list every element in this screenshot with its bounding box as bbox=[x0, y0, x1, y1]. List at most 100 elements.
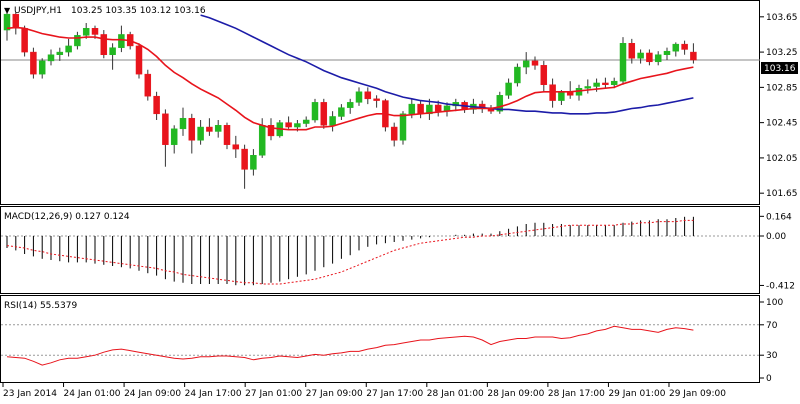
candle-body bbox=[214, 125, 222, 132]
candle-body bbox=[12, 13, 20, 29]
time-axis-label: 27 Jan 01:00 bbox=[245, 389, 302, 399]
time-axis-label: 27 Jan 17:00 bbox=[366, 389, 423, 399]
candle-body bbox=[522, 60, 530, 68]
candle-body bbox=[3, 13, 11, 31]
symbol-label: USDJPY,H1 bbox=[14, 6, 62, 16]
candle-body bbox=[399, 113, 407, 141]
candle-body bbox=[602, 82, 609, 85]
candle-body bbox=[47, 54, 55, 62]
macd-signal-line bbox=[6, 219, 694, 285]
candle-body bbox=[206, 126, 213, 132]
candle-body bbox=[38, 60, 46, 75]
rsi-pane: 100 70 30 0 bbox=[1, 298, 783, 384]
rsi-line bbox=[6, 325, 694, 366]
candle-body bbox=[74, 35, 81, 47]
time-axis-label: 24 Jan 01:00 bbox=[64, 389, 121, 399]
rsi-pane-frame bbox=[0, 295, 760, 383]
candle-body bbox=[364, 91, 372, 100]
rsi-axis-label: 30 bbox=[766, 351, 778, 361]
price-axis-label: 103.65 bbox=[766, 13, 798, 23]
macd-pane-frame bbox=[0, 206, 760, 294]
time-axis-label: 24 Jan 17:00 bbox=[185, 389, 242, 399]
time-axis-label: 23 Jan 2014 bbox=[3, 389, 57, 399]
price-pane: 103.65 103.25 102.85 102.45 102.05 101.65 bbox=[1, 10, 798, 199]
candle-body bbox=[285, 122, 292, 128]
candle-body bbox=[426, 104, 433, 115]
candle-body bbox=[531, 60, 539, 66]
candle-body bbox=[672, 43, 680, 52]
candle-body bbox=[549, 84, 556, 101]
price-axis-label: 102.45 bbox=[766, 119, 798, 129]
candle-body bbox=[654, 54, 662, 63]
price-axis-label: 102.85 bbox=[766, 83, 798, 93]
time-axis-label: 29 Jan 01:00 bbox=[608, 389, 665, 399]
candle-body bbox=[681, 43, 688, 50]
candle-body bbox=[267, 125, 275, 137]
candle-body bbox=[56, 51, 64, 55]
candle-body bbox=[346, 102, 354, 108]
candle-body bbox=[153, 95, 160, 115]
candle-body bbox=[82, 28, 90, 36]
dropdown-arrow-icon[interactable]: ▼ bbox=[4, 6, 11, 15]
candle-body bbox=[514, 66, 521, 84]
time-axis: 23 Jan 2014 24 Jan 01:00 24 Jan 09:00 24 Ja… bbox=[2, 383, 726, 399]
candle-body bbox=[65, 45, 72, 53]
candle-body bbox=[179, 117, 187, 130]
time-axis-label: 28 Jan 01:00 bbox=[427, 389, 484, 399]
rsi-axis-label: 70 bbox=[766, 321, 778, 331]
candle-body bbox=[338, 107, 345, 117]
candle-body bbox=[628, 43, 636, 59]
candle-body bbox=[30, 51, 37, 75]
candle-body bbox=[91, 28, 99, 35]
price-axis-label: 103.25 bbox=[766, 48, 798, 58]
candle-body bbox=[223, 125, 231, 145]
candle-body bbox=[540, 65, 548, 85]
candle-body bbox=[390, 126, 398, 141]
macd-title: MACD(12,26,9) 0.127 0.124 bbox=[4, 212, 130, 222]
candle-body bbox=[690, 51, 697, 61]
rsi-axis-label: 100 bbox=[766, 298, 783, 308]
candle-body bbox=[329, 116, 336, 126]
candle-body bbox=[408, 103, 416, 115]
candle-body bbox=[250, 155, 257, 170]
time-axis-label: 24 Jan 09:00 bbox=[124, 389, 181, 399]
candle-body bbox=[258, 125, 266, 156]
macd-axis-label: -0.412 bbox=[766, 281, 795, 291]
candle-body bbox=[232, 144, 240, 150]
candle-body bbox=[619, 43, 627, 82]
price-pane-frame bbox=[0, 0, 760, 205]
rsi-title: RSI(14) 55.5379 bbox=[4, 301, 77, 311]
candle-body bbox=[593, 82, 600, 87]
candle-body bbox=[135, 45, 143, 75]
macd-axis-label: 0.164 bbox=[766, 212, 792, 222]
candle-body bbox=[197, 126, 204, 141]
candle-body bbox=[637, 52, 644, 59]
time-axis-label: 28 Jan 17:00 bbox=[548, 389, 605, 399]
candle-body bbox=[302, 119, 310, 124]
candle-body bbox=[496, 95, 504, 112]
candle-body bbox=[584, 86, 592, 89]
candle-body bbox=[663, 50, 671, 55]
moving-average-fast-line bbox=[6, 26, 694, 131]
candle-body bbox=[610, 80, 618, 85]
current-price-badge bbox=[761, 62, 798, 74]
candle-body bbox=[505, 82, 512, 96]
candle-body bbox=[241, 148, 248, 170]
price-axis-label: 101.65 bbox=[766, 189, 798, 199]
candle-body bbox=[373, 98, 380, 101]
candle-body bbox=[118, 34, 125, 48]
candle-body bbox=[355, 91, 363, 103]
candle-body bbox=[170, 128, 178, 145]
ohlc-label: 103.25 103.35 103.12 103.16 bbox=[71, 6, 206, 16]
candle-body bbox=[188, 117, 196, 141]
time-axis-label: 28 Jan 09:00 bbox=[487, 389, 544, 399]
time-axis-label: 29 Jan 09:00 bbox=[669, 389, 726, 399]
candle-body bbox=[100, 34, 108, 55]
candle-body bbox=[417, 103, 424, 115]
price-axis-label: 102.05 bbox=[766, 154, 798, 164]
candle-body bbox=[320, 102, 328, 126]
moving-average-slow-line bbox=[200, 14, 694, 115]
candle-body bbox=[434, 104, 442, 112]
